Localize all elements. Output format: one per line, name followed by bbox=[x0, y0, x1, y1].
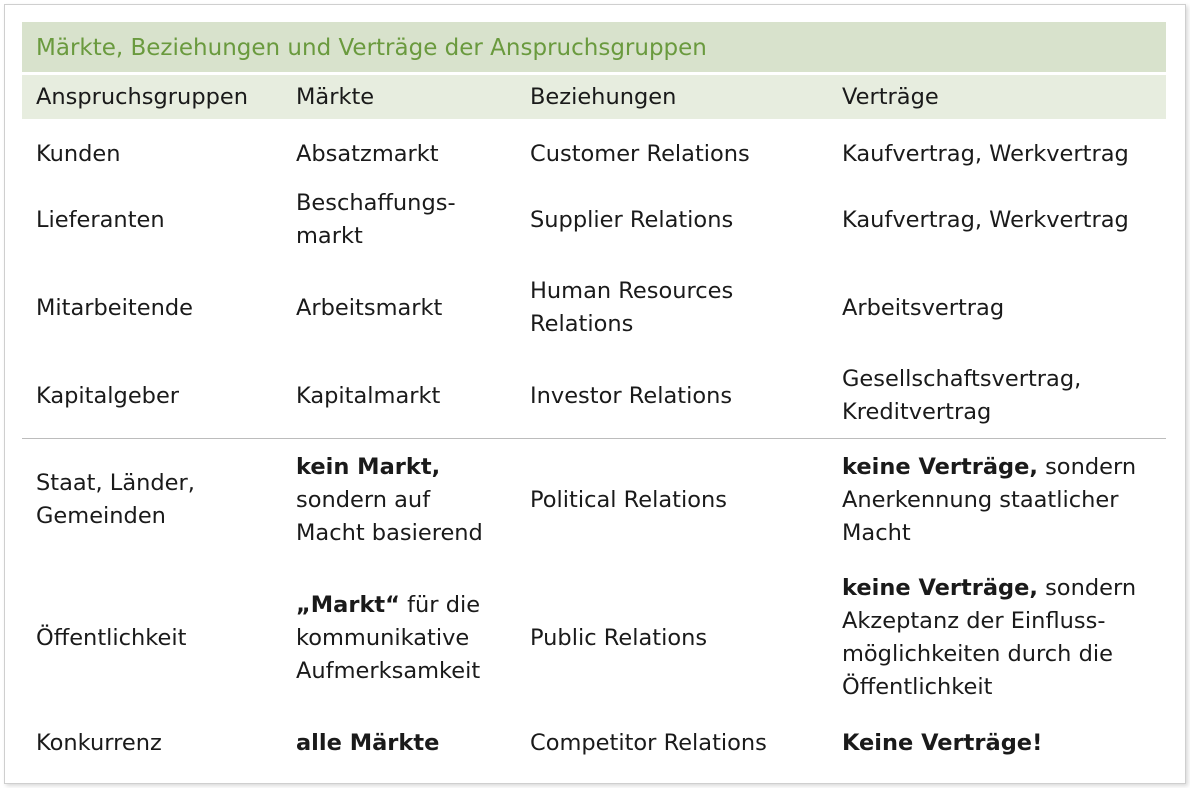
row-oeffentlichkeit-group: Öffentlichkeit bbox=[36, 625, 187, 651]
row-oeffentlichkeit-relation: Public Relations bbox=[530, 625, 708, 651]
row-staat-relation: Political Relations bbox=[530, 487, 727, 513]
title-bar: Märkte, Beziehungen und Verträge der Ans… bbox=[22, 22, 1166, 72]
row-lieferanten-market: Beschaffungs- markt bbox=[296, 190, 456, 249]
header-vertraege: Verträge bbox=[842, 84, 939, 110]
row-konkurrenz-group: Konkurrenz bbox=[36, 730, 162, 756]
row-staat-market: kein Markt, sondern auf Macht basierend bbox=[296, 454, 483, 546]
row-konkurrenz-relation: Competitor Relations bbox=[530, 730, 767, 756]
row-mitarbeitende-contract: Arbeitsvertrag bbox=[842, 295, 1005, 321]
row-kapitalgeber-relation: Investor Relations bbox=[530, 383, 733, 409]
row-mitarbeitende-group: Mitarbeitende bbox=[36, 295, 193, 321]
row-kapitalgeber-group: Kapitalgeber bbox=[36, 383, 180, 409]
row-kapitalgeber-contract: Gesellschaftsvertrag, Kreditvertrag bbox=[842, 366, 1082, 425]
row-konkurrenz-market: alle Märkte bbox=[296, 730, 440, 756]
row-lieferanten-relation: Supplier Relations bbox=[530, 207, 734, 233]
table-title: Märkte, Beziehungen und Verträge der Ans… bbox=[36, 35, 707, 61]
table-frame bbox=[4, 4, 1186, 784]
header-beziehungen: Beziehungen bbox=[530, 84, 677, 110]
row-staat-group: Staat, Länder, Gemeinden bbox=[36, 470, 195, 529]
row-oeffentlichkeit-market: „Markt“ für die kommunikative Aufmerksam… bbox=[296, 592, 481, 684]
row-staat-contract: keine Verträge, sondern Anerkennung staa… bbox=[842, 454, 1137, 546]
row-oeffentlichkeit-contract: keine Verträge, sondern Akzeptanz der Ei… bbox=[842, 575, 1137, 700]
row-konkurrenz-contract: Keine Verträge! bbox=[842, 730, 1043, 756]
header-anspruchsgruppen: Anspruchsgruppen bbox=[36, 84, 248, 110]
row-kunden-relation: Customer Relations bbox=[530, 141, 750, 167]
row-lieferanten-contract: Kaufvertrag, Werkvertrag bbox=[842, 207, 1129, 233]
row-kapitalgeber-market: Kapitalmarkt bbox=[296, 383, 441, 409]
row-mitarbeitende-relation: Human Resources Relations bbox=[530, 278, 734, 337]
row-lieferanten-group: Lieferanten bbox=[36, 207, 165, 233]
row-kunden-contract: Kaufvertrag, Werkvertrag bbox=[842, 141, 1129, 167]
header-row bbox=[22, 75, 1166, 119]
row-kunden-market: Absatzmarkt bbox=[296, 141, 439, 167]
section-divider bbox=[22, 438, 1166, 439]
row-mitarbeitende-market: Arbeitsmarkt bbox=[296, 295, 443, 321]
row-kunden-group: Kunden bbox=[36, 141, 121, 167]
header-maerkte: Märkte bbox=[296, 84, 375, 110]
